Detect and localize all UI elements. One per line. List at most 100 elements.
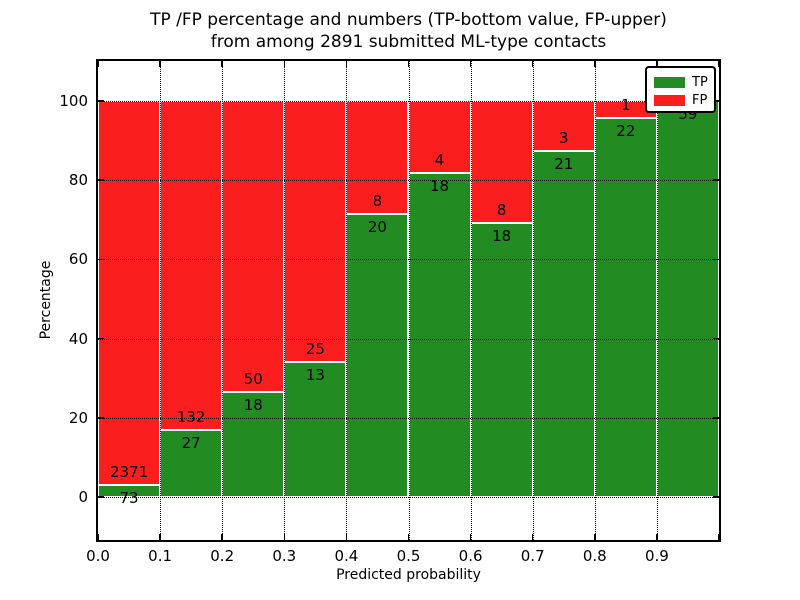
y-axis-tick	[713, 337, 719, 340]
x-axis-tick	[656, 61, 658, 67]
bar-fp-count-label: 2371	[109, 463, 149, 482]
y-tick-label: 20	[68, 408, 88, 427]
bar-fp-segment	[346, 101, 409, 215]
bar-tp-count-label: 73	[119, 489, 139, 508]
x-axis-tick	[469, 61, 472, 67]
bar-tp-segment	[346, 214, 409, 497]
bar-tp-segment	[284, 361, 347, 497]
x-axis-tick	[469, 534, 472, 540]
bar-fp-count-label: 8	[496, 200, 507, 219]
x-axis-tick	[531, 61, 534, 67]
tp-legend-label: TP	[692, 74, 708, 90]
x-tick-label: 0.9	[644, 547, 669, 565]
x-axis-tick	[345, 61, 348, 67]
bar-labels-layer: 2371 73 132 27 50 18 25 13 8 20 4 18 8 18 3 21 1 22 59	[98, 61, 719, 540]
bar-tp-segment	[656, 101, 719, 497]
grid-line-vertical	[284, 61, 286, 540]
grid-line-vertical	[656, 61, 658, 540]
fp-legend-swatch	[654, 94, 685, 106]
bar-fp-segment	[284, 101, 347, 362]
y-axis-tick	[713, 100, 719, 102]
fp-legend-label: FP	[692, 92, 708, 108]
legend-entry-fp: FP	[654, 91, 714, 109]
x-axis-tick	[97, 534, 99, 540]
y-tick-label: 60	[68, 250, 88, 269]
x-axis-tick	[221, 534, 223, 540]
x-axis-tick	[283, 534, 286, 540]
y-axis-tick	[98, 100, 104, 102]
grid-line-vertical	[594, 61, 596, 540]
x-axis-tick	[656, 534, 658, 540]
bar-fp-count-label: 132	[176, 407, 206, 426]
bar-tp-count-label: 21	[554, 154, 574, 173]
grid-line-vertical	[408, 61, 410, 540]
y-axis-tick	[98, 337, 104, 340]
legend: TP FP	[645, 66, 716, 113]
bar-fp-segment	[222, 101, 285, 393]
bars-layer	[98, 61, 719, 540]
grid-layer	[98, 61, 719, 540]
bar-fp-count-label: 50	[243, 370, 263, 389]
bar-tp-segment	[594, 118, 657, 497]
chart-title: TP /FP percentage and numbers (TP-bottom…	[96, 9, 721, 53]
y-tick-label: 40	[68, 329, 88, 348]
x-axis-tick	[159, 61, 161, 67]
bar-tp-count-label: 27	[181, 433, 201, 452]
x-tick-label: 0.7	[520, 547, 545, 565]
y-axis-tick	[98, 179, 104, 181]
grid-line-vertical	[470, 61, 472, 540]
y-axis-tick	[713, 417, 719, 419]
x-axis-tick	[283, 61, 286, 67]
x-axis-tick	[221, 61, 223, 67]
bar-fp-segment	[532, 101, 595, 151]
legend-entry-tp: TP	[654, 73, 714, 91]
x-tick-label: 0.1	[148, 547, 173, 565]
chart-title-line2: from among 2891 submitted ML-type contac…	[210, 32, 607, 52]
x-axis-tick	[531, 534, 534, 540]
bar-fp-segment	[408, 101, 471, 173]
y-tick-label: 100	[59, 92, 88, 110]
grid-line-vertical	[346, 61, 348, 540]
grid-line-vertical	[222, 61, 224, 540]
x-tick-label: 0.0	[86, 547, 110, 565]
y-axis-tick	[713, 496, 719, 498]
grid-line-vertical	[532, 61, 534, 540]
chart-title-line1: TP /FP percentage and numbers (TP-bottom…	[150, 10, 667, 30]
bar-fp-count-label: 8	[372, 192, 383, 211]
x-axis-tick	[407, 534, 410, 540]
bar-fp-count-label: 3	[558, 128, 569, 147]
bar-tp-count-label: 18	[492, 226, 512, 245]
bar-tp-count-label: 18	[243, 396, 263, 415]
bar-fp-segment	[98, 101, 161, 486]
x-axis-tick	[97, 61, 99, 67]
bar-fp-segment	[470, 101, 533, 223]
x-tick-label: 0.2	[210, 547, 235, 565]
bar-tp-count-label: 22	[616, 122, 636, 141]
bar-tp-count-label: 13	[305, 365, 325, 384]
y-axis-tick	[98, 417, 104, 419]
bar-tp-segment	[98, 485, 161, 497]
bar-fp-count-label: 25	[305, 339, 325, 358]
x-axis-tick	[718, 61, 720, 67]
plot-area: 2371 73 132 27 50 18 25 13 8 20 4 18 8 18 3 21 1 22 59 TP …	[96, 59, 721, 542]
bar-fp-count-label: 4	[434, 151, 445, 169]
x-axis-tick	[345, 534, 348, 540]
x-tick-label: 0.3	[272, 547, 297, 565]
x-axis-label: Predicted probability	[336, 567, 481, 583]
bar-tp-count-label: 20	[367, 218, 387, 237]
y-axis-label: Percentage	[38, 260, 54, 340]
bar-fp-count-label: 1	[621, 96, 631, 115]
x-axis-tick	[594, 534, 596, 540]
y-axis-tick	[713, 179, 719, 181]
bar-tp-segment	[222, 392, 285, 497]
y-tick-label: 0	[78, 488, 88, 506]
x-axis-tick	[594, 61, 596, 67]
bar-tp-count-label: 18	[430, 177, 450, 195]
y-axis-tick	[98, 258, 104, 261]
y-tick-label: 80	[68, 171, 88, 190]
grid-line-vertical	[160, 61, 162, 540]
x-axis-tick	[159, 534, 161, 540]
bar-tp-segment	[408, 173, 471, 497]
bar-tp-segment	[532, 150, 595, 497]
